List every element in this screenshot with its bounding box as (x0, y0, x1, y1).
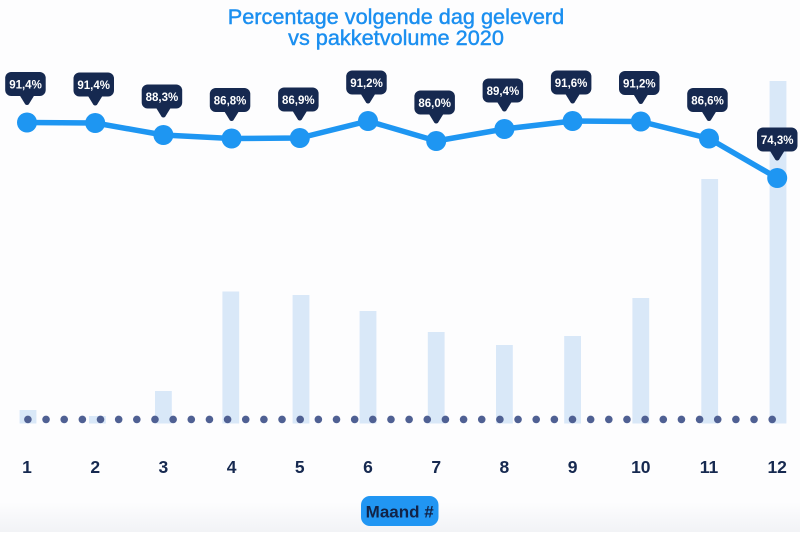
svg-text:8: 8 (500, 457, 510, 477)
svg-text:91,2%: 91,2% (350, 78, 383, 90)
svg-text:86,9%: 86,9% (282, 95, 315, 107)
svg-text:86,0%: 86,0% (418, 98, 451, 110)
svg-text:89,4%: 89,4% (487, 86, 520, 98)
svg-text:Percentage volgende dag geleve: Percentage volgende dag geleverd (228, 4, 564, 29)
svg-text:11: 11 (700, 457, 719, 477)
svg-text:91,6%: 91,6% (555, 78, 588, 90)
svg-text:91,4%: 91,4% (9, 79, 42, 91)
svg-text:3: 3 (159, 457, 169, 477)
svg-text:4: 4 (227, 457, 237, 477)
svg-text:1: 1 (22, 457, 32, 477)
svg-text:2: 2 (90, 457, 100, 477)
svg-text:7: 7 (431, 457, 441, 477)
svg-text:10: 10 (631, 457, 651, 477)
svg-text:vs pakketvolume 2020: vs pakketvolume 2020 (288, 25, 504, 50)
svg-text:6: 6 (363, 457, 373, 477)
svg-text:Maand #: Maand # (366, 503, 435, 522)
svg-text:86,8%: 86,8% (214, 95, 247, 107)
svg-text:91,4%: 91,4% (77, 80, 110, 92)
svg-text:12: 12 (767, 457, 787, 477)
svg-text:5: 5 (295, 457, 305, 477)
svg-text:9: 9 (568, 457, 578, 477)
svg-text:86,6%: 86,6% (691, 95, 724, 107)
svg-text:74,3%: 74,3% (761, 135, 794, 147)
svg-text:91,2%: 91,2% (623, 78, 656, 90)
svg-text:88,3%: 88,3% (146, 92, 179, 104)
